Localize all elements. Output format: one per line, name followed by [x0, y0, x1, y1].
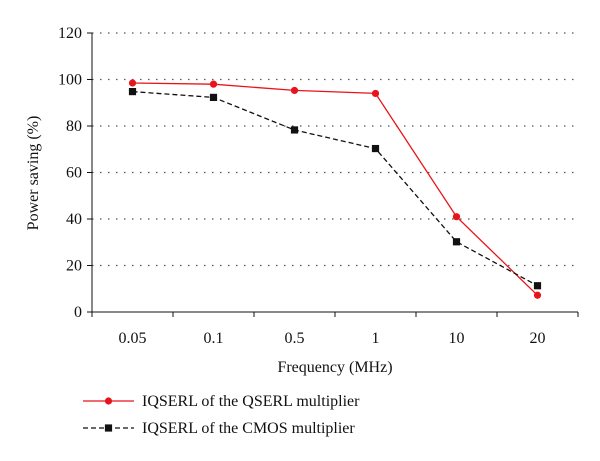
x-tick-label: 1 — [372, 330, 380, 347]
y-tick-label: 80 — [66, 118, 82, 135]
legend-label: IQSERL of the CMOS multiplier — [142, 420, 355, 437]
data-point — [452, 213, 461, 221]
data-point — [533, 282, 542, 290]
y-tick-label: 100 — [58, 72, 82, 89]
x-tick-label: 0.1 — [204, 330, 224, 347]
series-layer — [128, 79, 542, 299]
x-tick-label: 0.05 — [119, 330, 147, 347]
x-tick-label: 20 — [530, 330, 546, 347]
data-point — [209, 80, 218, 88]
data-point — [452, 238, 461, 246]
legend-item-1: IQSERL of the QSERL multiplier — [83, 393, 360, 410]
data-point — [371, 144, 380, 153]
series-2 — [128, 87, 542, 290]
x-tick-label: 0.5 — [285, 330, 305, 347]
data-point — [533, 291, 542, 299]
y-tick-label: 60 — [66, 165, 82, 182]
gridlines — [87, 32, 578, 313]
legend-marker — [104, 424, 113, 432]
x-axis-label: Frequency (MHz) — [277, 359, 392, 376]
y-tick-labels: 0 20 40 60 80 100 120 — [58, 25, 82, 321]
y-tick-label: 40 — [66, 211, 82, 228]
y-tick-label: 120 — [58, 25, 82, 42]
x-tick-label: 10 — [449, 330, 465, 347]
data-point — [209, 93, 218, 102]
y-tick-label: 20 — [66, 258, 82, 275]
legend: IQSERL of the QSERL multiplier IQSERL of … — [83, 393, 360, 437]
legend-label: IQSERL of the QSERL multiplier — [142, 393, 360, 410]
series-line — [132, 90, 538, 287]
legend-marker — [104, 397, 113, 405]
series-1 — [128, 79, 542, 299]
data-point — [290, 126, 299, 134]
legend-item-2: IQSERL of the CMOS multiplier — [83, 420, 355, 437]
y-axis-label: Power saving (%) — [25, 116, 42, 231]
x-tick-labels: 0.05 0.1 0.5 1 10 20 — [91, 312, 579, 347]
y-tick-label: 0 — [74, 304, 82, 321]
series-line — [132, 82, 538, 296]
data-point — [128, 87, 137, 96]
data-point — [128, 79, 137, 87]
data-point — [290, 86, 299, 95]
data-point — [371, 89, 380, 98]
